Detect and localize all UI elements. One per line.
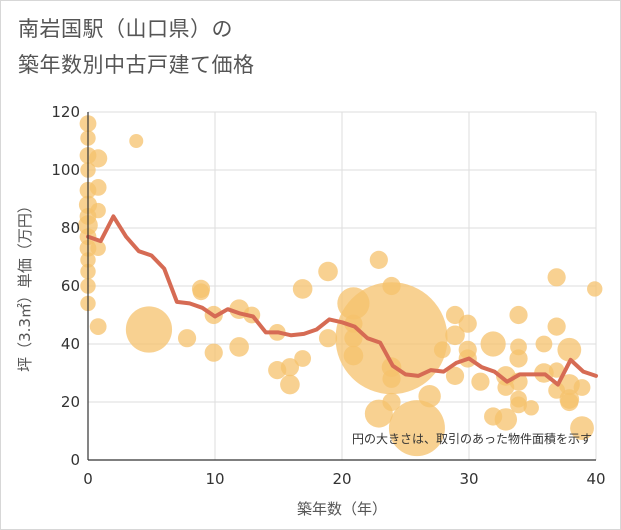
- bubble-point: [433, 341, 451, 359]
- x-tick-label: 30: [459, 470, 478, 488]
- bubble-point: [557, 337, 582, 362]
- bubble-point: [445, 305, 465, 325]
- bubble-point: [547, 317, 566, 336]
- average-line-series: [86, 214, 598, 387]
- bubble-point: [388, 400, 445, 457]
- bubble-point: [548, 382, 566, 399]
- x-tick-label: 10: [205, 470, 224, 488]
- bubble-point: [337, 287, 370, 320]
- bubble-point: [192, 283, 210, 301]
- bubble-point: [382, 392, 401, 412]
- bubble-point: [480, 331, 506, 357]
- bubble-point: [510, 396, 527, 414]
- bubble-point: [204, 343, 223, 362]
- average-price-line: [86, 214, 598, 387]
- chart-title-line1: 南岩国駅（山口県）の: [18, 17, 233, 41]
- y-tick-label: 0: [70, 451, 80, 469]
- bubble-point: [229, 337, 249, 357]
- y-tick-label: 40: [61, 335, 80, 353]
- bubble-point: [318, 329, 338, 348]
- bubble-point: [343, 345, 364, 366]
- bubble-point: [280, 374, 300, 395]
- bubble-point: [509, 305, 528, 325]
- bubble-point: [523, 400, 539, 416]
- bubble-point: [89, 179, 107, 196]
- x-tick-label: 20: [332, 470, 351, 488]
- bubble-point: [90, 202, 106, 219]
- bubble-point: [294, 350, 312, 367]
- bubble-point: [177, 329, 197, 348]
- bubble-point: [560, 392, 579, 412]
- bubble-point: [369, 250, 388, 269]
- bubble-series: [78, 115, 603, 457]
- bubble-point: [548, 362, 565, 378]
- chart-title: 南岩国駅（山口県）の 築年数別中古戸建て価格: [18, 11, 255, 83]
- bubble-size-note: 円の大きさは、取引のあった物件面積を示す: [352, 431, 592, 446]
- bubble-point: [292, 279, 313, 299]
- bubble-point: [90, 240, 106, 256]
- bubble-point: [573, 379, 591, 396]
- bubble-point: [125, 306, 173, 353]
- y-tick-label: 80: [61, 219, 80, 237]
- x-tick-label: 0: [83, 470, 93, 488]
- y-tick-label: 20: [61, 393, 80, 411]
- bubble-point: [318, 261, 338, 282]
- bubble-point: [547, 268, 566, 287]
- bubble-point: [458, 314, 477, 333]
- chart-title-line2: 築年数別中古戸建て価格: [18, 53, 255, 77]
- y-tick-label: 120: [51, 103, 80, 121]
- x-tick-label: 40: [586, 470, 605, 488]
- y-axis-label: 坪（3.3㎡）単価（万円）: [16, 198, 34, 372]
- bubble-point: [471, 372, 490, 391]
- bubble-point: [510, 338, 527, 356]
- bubble-point: [344, 329, 363, 348]
- bubble-point: [129, 134, 144, 148]
- bubble-point: [497, 379, 515, 396]
- bubble-point: [280, 358, 300, 377]
- x-axis-label: 築年数（年）: [297, 500, 387, 518]
- bubble-point: [484, 407, 503, 426]
- bubble-point: [445, 366, 465, 385]
- bubble-point: [382, 369, 401, 388]
- bubble-point: [570, 416, 594, 440]
- bubble-point: [418, 385, 441, 408]
- axes: 0 20 40 60 80 100 120 0 10 20 30 40: [51, 103, 605, 488]
- bubble-point: [382, 276, 401, 296]
- bubble-point: [535, 335, 553, 353]
- bubble-point: [587, 281, 603, 297]
- bubble-point: [445, 325, 465, 346]
- y-tick-label: 60: [61, 277, 80, 295]
- y-tick-label: 100: [51, 161, 80, 179]
- bubble-point: [89, 318, 107, 335]
